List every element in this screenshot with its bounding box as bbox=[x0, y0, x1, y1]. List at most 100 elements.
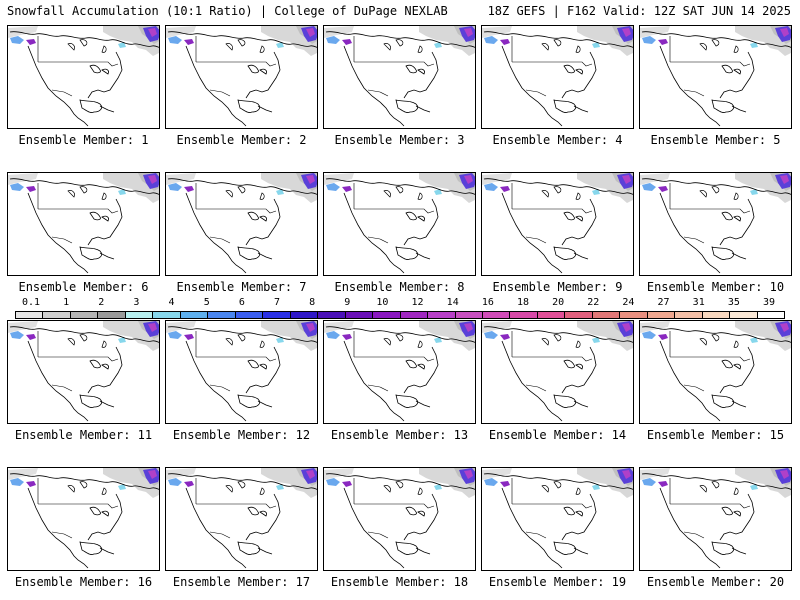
ensemble-member-label: Ensemble Member: 7 bbox=[176, 280, 307, 294]
ensemble-member-label: Ensemble Member: 1 bbox=[18, 133, 149, 147]
north-america-map bbox=[482, 26, 633, 127]
ensemble-member-label: Ensemble Member: 15 bbox=[646, 428, 785, 442]
colorbar-segment bbox=[757, 312, 785, 318]
colorbar-segment bbox=[263, 312, 291, 318]
colorbar-label: 6 bbox=[238, 297, 245, 308]
colorbar-label: 10 bbox=[376, 297, 389, 308]
ensemble-member-map bbox=[481, 25, 634, 129]
north-america-map bbox=[324, 321, 475, 422]
colorbar-label: 4 bbox=[168, 297, 175, 308]
colorbar-label: 0.1 bbox=[21, 297, 41, 308]
colorbar-label: 7 bbox=[273, 297, 281, 308]
ensemble-member-map bbox=[323, 320, 476, 424]
colorbar-segment bbox=[318, 312, 346, 318]
colorbar-segment bbox=[180, 312, 209, 318]
ensemble-member-label: Ensemble Member: 17 bbox=[172, 575, 311, 589]
colorbar-label: 12 bbox=[411, 297, 424, 308]
colorbar-segment bbox=[482, 312, 511, 318]
colorbar-segment bbox=[592, 312, 621, 318]
colorbar-segment bbox=[537, 312, 566, 318]
colorbar-segment bbox=[565, 312, 593, 318]
ensemble-member-map bbox=[165, 172, 318, 276]
colorbar-segment bbox=[373, 312, 401, 318]
north-america-map bbox=[8, 468, 159, 569]
colorbar-segment bbox=[345, 312, 374, 318]
north-america-map bbox=[166, 468, 317, 569]
ensemble-member-label: Ensemble Member: 2 bbox=[176, 133, 307, 147]
ensemble-member-label: Ensemble Member: 12 bbox=[172, 428, 311, 442]
ensemble-member-label: Ensemble Member: 8 bbox=[334, 280, 465, 294]
colorbar-label: 22 bbox=[587, 297, 600, 308]
colorbar-label: 1 bbox=[63, 297, 70, 308]
ensemble-member-map bbox=[7, 467, 160, 571]
snowfall-colorbar bbox=[15, 311, 785, 319]
colorbar-label: 35 bbox=[727, 297, 740, 308]
colorbar-segment bbox=[290, 312, 319, 318]
chart-title: Snowfall Accumulation (10:1 Ratio) | Col… bbox=[7, 4, 448, 18]
north-america-map bbox=[8, 321, 159, 422]
colorbar-segment bbox=[153, 312, 181, 318]
north-america-map bbox=[324, 26, 475, 127]
ensemble-member-map bbox=[323, 172, 476, 276]
colorbar-segment bbox=[455, 312, 483, 318]
ensemble-member-map bbox=[165, 320, 318, 424]
colorbar-label: 31 bbox=[692, 297, 705, 308]
ensemble-member-map bbox=[165, 25, 318, 129]
colorbar-label: 16 bbox=[481, 297, 494, 308]
ensemble-member-map bbox=[639, 172, 792, 276]
ensemble-member-label: Ensemble Member: 13 bbox=[330, 428, 469, 442]
colorbar-label: 18 bbox=[516, 297, 530, 308]
ensemble-member-label: Ensemble Member: 19 bbox=[488, 575, 627, 589]
colorbar-segment bbox=[730, 312, 758, 318]
colorbar-label: 3 bbox=[133, 297, 140, 308]
valid-time: 18Z GEFS | F162 Valid: 12Z SAT JUN 14 20… bbox=[487, 4, 791, 18]
colorbar-segment bbox=[70, 312, 99, 318]
colorbar-labels: 0.1 1 2 3 4 5 6 7 8 9 10 12 14 16 18 20 22 24 27 31 35 39 bbox=[0, 297, 800, 309]
colorbar-segment bbox=[400, 312, 429, 318]
north-america-map bbox=[324, 468, 475, 569]
colorbar-label: 9 bbox=[344, 297, 351, 308]
colorbar-label: 24 bbox=[622, 297, 635, 308]
colorbar-segment bbox=[235, 312, 264, 318]
ensemble-member-map bbox=[165, 467, 318, 571]
ensemble-member-label: Ensemble Member: 6 bbox=[18, 280, 149, 294]
colorbar-label: 27 bbox=[657, 297, 670, 308]
north-america-map bbox=[166, 26, 317, 127]
north-america-map bbox=[166, 173, 317, 274]
north-america-map bbox=[482, 468, 633, 569]
ensemble-member-label: Ensemble Member: 9 bbox=[492, 280, 623, 294]
colorbar-segment bbox=[98, 312, 126, 318]
colorbar-segment bbox=[675, 312, 703, 318]
ensemble-member-map bbox=[481, 320, 634, 424]
colorbar-segment bbox=[702, 312, 731, 318]
north-america-map bbox=[166, 321, 317, 422]
north-america-map bbox=[482, 173, 633, 274]
ensemble-member-map bbox=[639, 25, 792, 129]
colorbar-segment bbox=[125, 312, 154, 318]
ensemble-member-label: Ensemble Member: 16 bbox=[14, 575, 153, 589]
ensemble-member-label: Ensemble Member: 3 bbox=[334, 133, 465, 147]
ensemble-member-label: Ensemble Member: 10 bbox=[646, 280, 785, 294]
ensemble-member-label: Ensemble Member: 14 bbox=[488, 428, 627, 442]
colorbar-label: 20 bbox=[552, 297, 565, 308]
colorbar-segment bbox=[510, 312, 538, 318]
ensemble-member-label: Ensemble Member: 4 bbox=[492, 133, 623, 147]
colorbar-label: 39 bbox=[762, 297, 776, 308]
colorbar-label: 2 bbox=[98, 297, 105, 308]
north-america-map bbox=[8, 173, 159, 274]
north-america-map bbox=[482, 321, 633, 422]
north-america-map bbox=[640, 26, 791, 127]
colorbar-segment bbox=[428, 312, 456, 318]
ensemble-member-label: Ensemble Member: 18 bbox=[330, 575, 469, 589]
colorbar-segment bbox=[620, 312, 648, 318]
colorbar-segment bbox=[16, 312, 44, 318]
ensemble-member-map bbox=[639, 320, 792, 424]
ensemble-member-map bbox=[639, 467, 792, 571]
ensemble-member-map bbox=[481, 172, 634, 276]
colorbar-label: 8 bbox=[309, 297, 316, 308]
ensemble-member-map bbox=[7, 172, 160, 276]
north-america-map bbox=[640, 173, 791, 274]
ensemble-member-label: Ensemble Member: 5 bbox=[650, 133, 781, 147]
colorbar-segment bbox=[43, 312, 71, 318]
colorbar-label: 5 bbox=[203, 297, 210, 308]
